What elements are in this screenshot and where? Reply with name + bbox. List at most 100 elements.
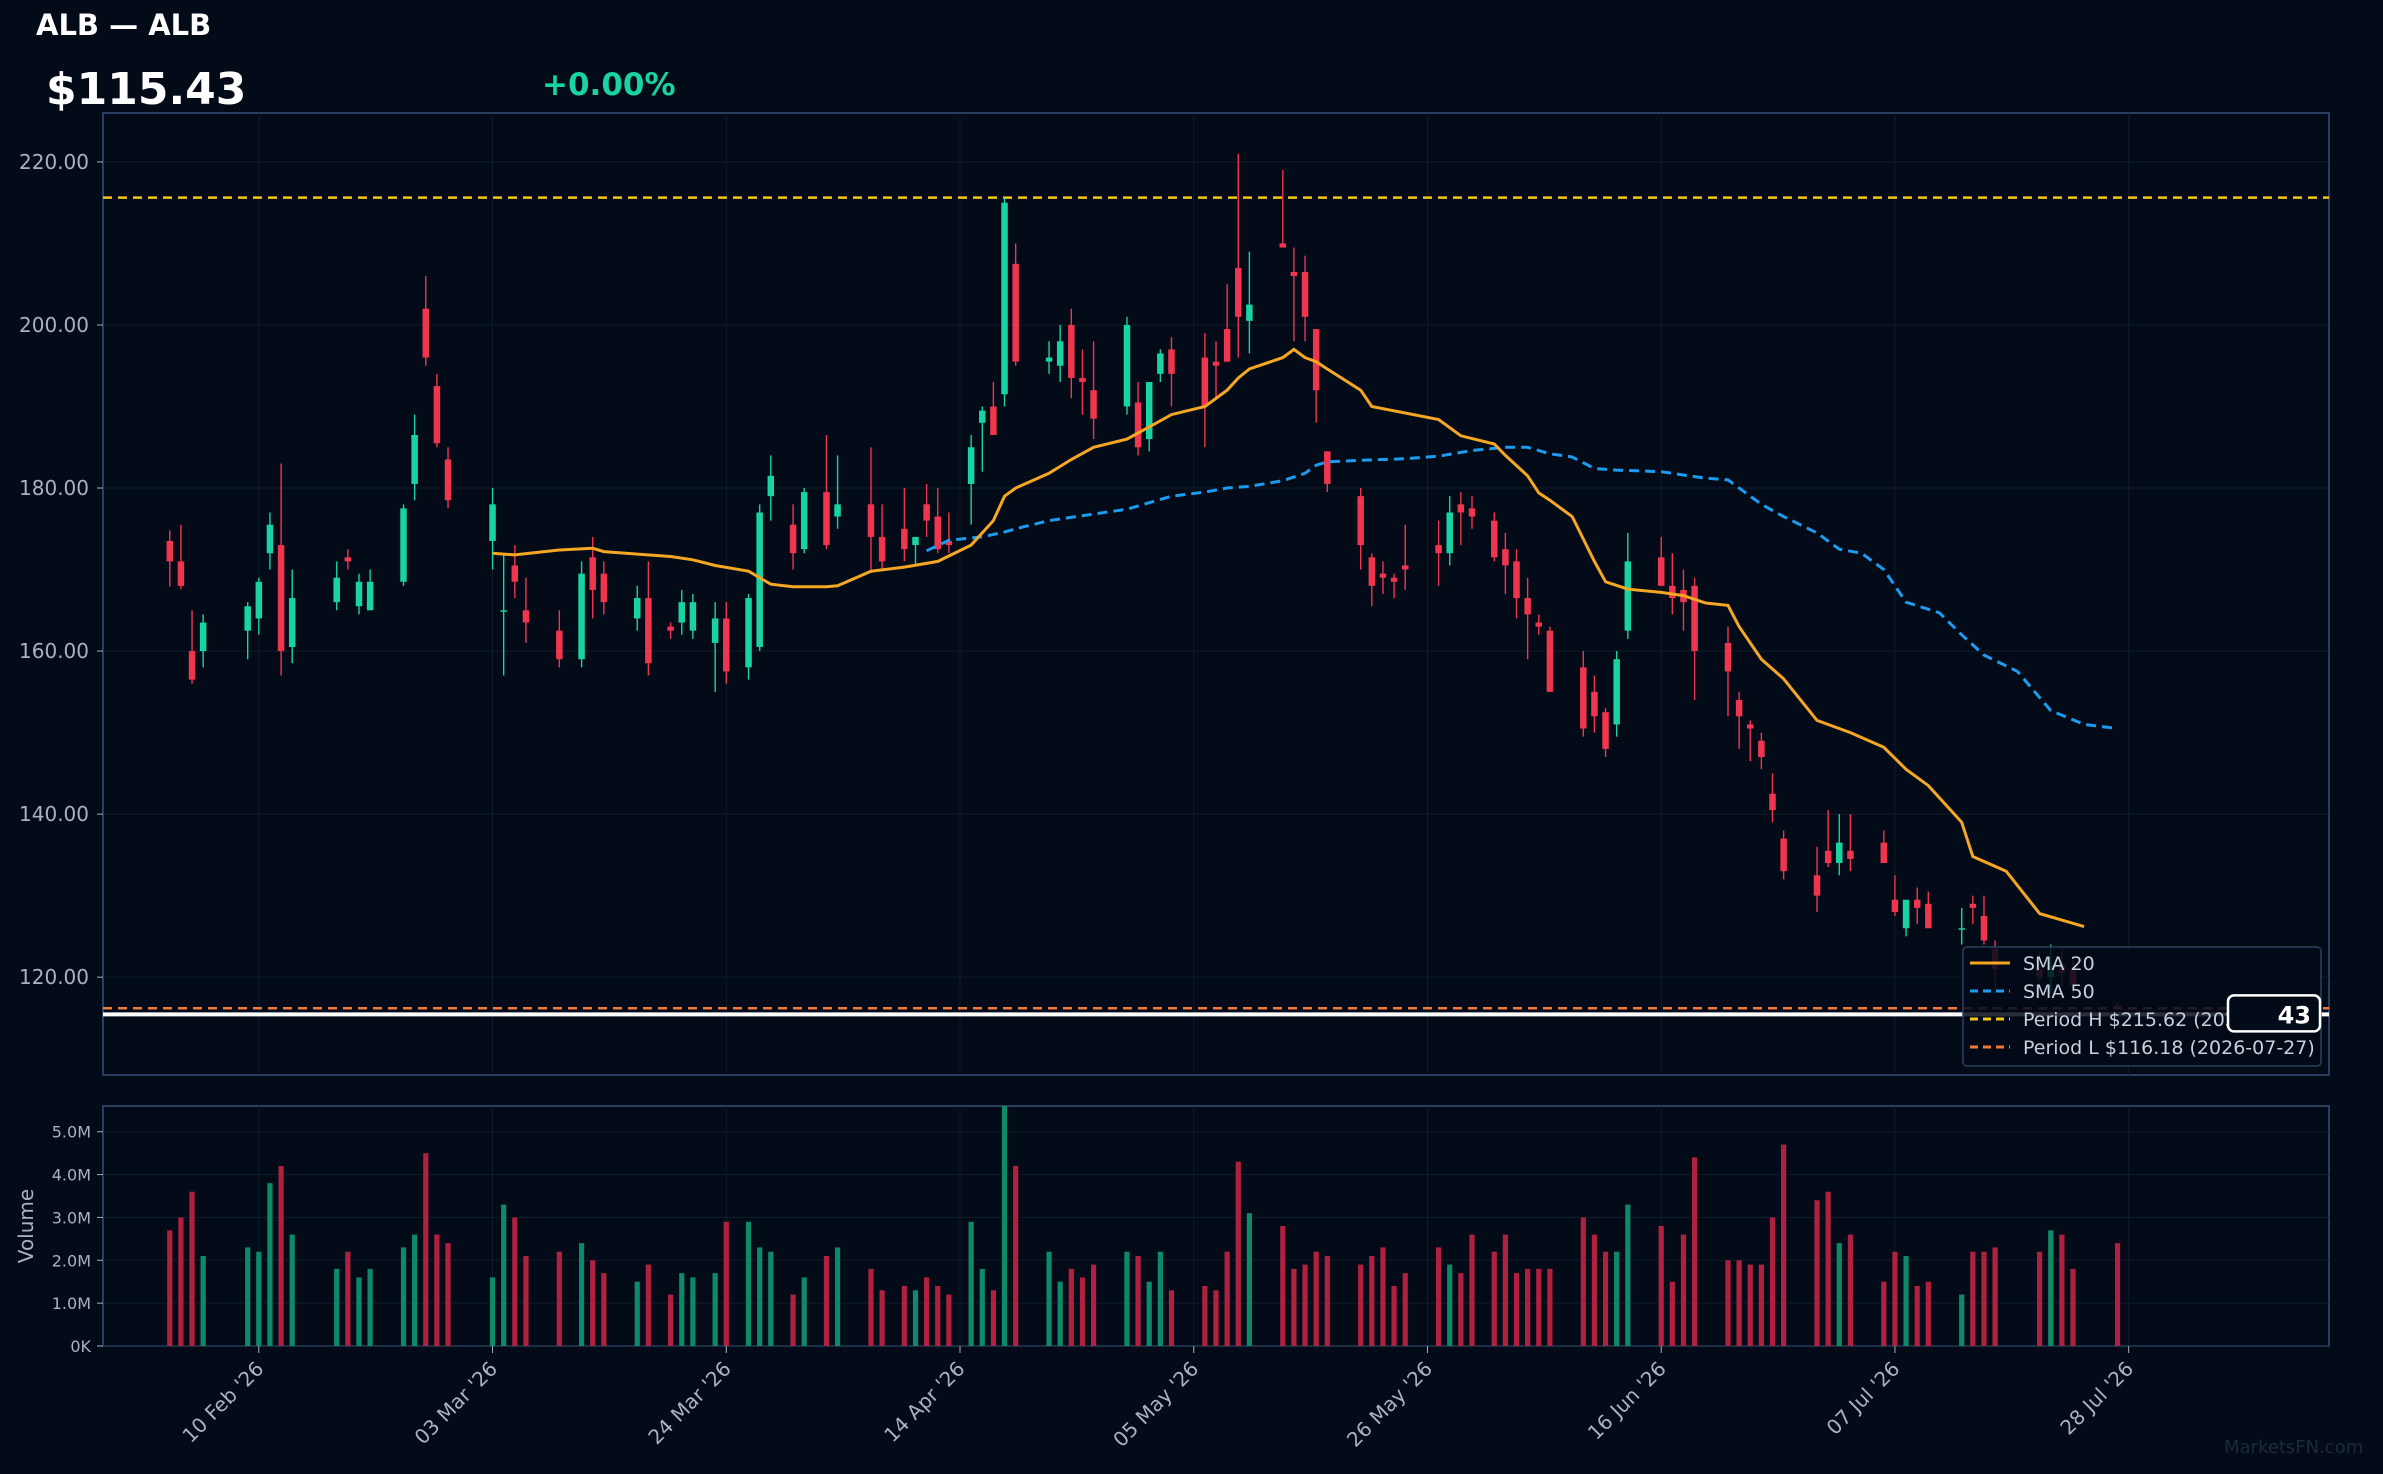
volume-bar — [1235, 1161, 1241, 1346]
up-candle — [255, 581, 263, 619]
up-candle — [1145, 382, 1153, 440]
up-candle — [1958, 928, 1965, 930]
volume-bar — [345, 1251, 351, 1346]
volume-bar — [167, 1230, 173, 1346]
up-candle — [1613, 659, 1620, 725]
date-tick-label: 24 Mar '26 — [643, 1357, 736, 1450]
volume-bar — [556, 1251, 562, 1346]
volume-tick-label: 5.0M — [52, 1123, 91, 1142]
volume-bar — [1836, 1243, 1842, 1346]
volume-bar — [2059, 1234, 2065, 1346]
down-candle — [444, 459, 452, 501]
volume-bar — [868, 1268, 874, 1346]
volume-bar — [834, 1247, 841, 1346]
up-candle — [489, 504, 496, 542]
volume-bar — [1302, 1264, 1308, 1346]
volume-bar — [1213, 1290, 1219, 1346]
down-candle — [1669, 585, 1676, 599]
volume-bar — [968, 1221, 974, 1346]
volume-bar — [256, 1251, 262, 1346]
down-candle — [990, 406, 997, 436]
up-candle — [689, 602, 697, 631]
up-candle — [199, 622, 207, 652]
up-candle — [633, 598, 641, 619]
volume-axis-label: Volume — [14, 1189, 38, 1263]
date-tick-label: 03 Mar '26 — [410, 1357, 503, 1450]
down-candle — [422, 308, 430, 358]
up-candle — [411, 435, 418, 484]
volume-bar — [1625, 1204, 1631, 1346]
down-candle — [1535, 622, 1543, 627]
down-candle — [1390, 577, 1398, 582]
down-candle — [1691, 585, 1698, 652]
up-candle — [1001, 202, 1008, 395]
up-candle — [1123, 324, 1131, 407]
volume-bar — [757, 1247, 763, 1346]
down-candle — [1880, 842, 1888, 864]
price-tick-label: 160.00 — [19, 639, 89, 663]
down-candle — [901, 528, 908, 550]
down-candle — [867, 504, 875, 537]
volume-bar — [200, 1256, 206, 1346]
volume-bar — [1157, 1251, 1163, 1346]
sma50-line — [925, 445, 2118, 730]
volume-bar — [590, 1260, 596, 1346]
volume-bar — [1847, 1234, 1854, 1346]
down-candle — [1769, 793, 1776, 811]
volume-bar — [1146, 1281, 1152, 1346]
up-candle — [1836, 842, 1843, 864]
volume-bar — [1458, 1273, 1464, 1346]
volume-bar — [400, 1247, 407, 1346]
volume-tick-label: 2.0M — [52, 1251, 91, 1270]
volume-tick-label: 3.0M — [52, 1208, 91, 1227]
date-tick-label: 14 Apr '26 — [879, 1357, 969, 1447]
down-candle — [177, 561, 185, 586]
down-candle — [1602, 712, 1609, 749]
down-candle — [934, 516, 941, 550]
volume-bar — [1747, 1264, 1753, 1346]
volume-bar — [1669, 1281, 1675, 1346]
volume-bar — [178, 1217, 184, 1346]
down-candle — [1457, 504, 1465, 513]
volume-bar — [1124, 1251, 1130, 1346]
volume-bar — [1525, 1268, 1531, 1346]
volume-bar — [1447, 1264, 1453, 1346]
down-candle — [188, 651, 196, 680]
down-candle — [166, 541, 174, 562]
down-candle — [1212, 361, 1220, 366]
up-candle — [678, 602, 686, 623]
price-tick-label: 180.00 — [19, 476, 89, 500]
down-candle — [1780, 838, 1787, 872]
volume-bar — [935, 1286, 941, 1346]
date-tick-label: 05 May '26 — [1108, 1357, 1203, 1452]
down-candle — [878, 536, 886, 562]
volume-bar — [2070, 1268, 2076, 1346]
volume-bar — [278, 1166, 284, 1346]
up-candle — [756, 512, 763, 647]
down-candle — [1301, 271, 1309, 317]
legend-label: SMA 20 — [2023, 953, 2095, 975]
volume-bar — [1202, 1286, 1208, 1346]
volume-tick-label: 1.0M — [52, 1294, 91, 1313]
down-candle — [1357, 496, 1364, 546]
price-tick-label: 120.00 — [19, 965, 89, 989]
volume-bar — [1358, 1264, 1364, 1346]
volume-bar — [1825, 1191, 1831, 1346]
volume-bar — [946, 1294, 952, 1346]
volume-bar — [1436, 1247, 1442, 1346]
down-candle — [556, 630, 563, 660]
volume-bar — [2037, 1251, 2043, 1346]
volume-bar — [1892, 1251, 1898, 1346]
volume-bar — [1614, 1251, 1620, 1346]
volume-bar — [1580, 1217, 1586, 1346]
volume-bar — [1925, 1281, 1931, 1346]
volume-bar — [1001, 1106, 1008, 1346]
up-candle — [578, 573, 585, 660]
up-candle — [767, 475, 775, 497]
legend-label: Period L $116.18 (2026-07-27) — [2023, 1037, 2315, 1059]
down-candle — [1324, 451, 1331, 484]
up-candle — [834, 504, 841, 517]
volume-bar — [601, 1273, 607, 1346]
